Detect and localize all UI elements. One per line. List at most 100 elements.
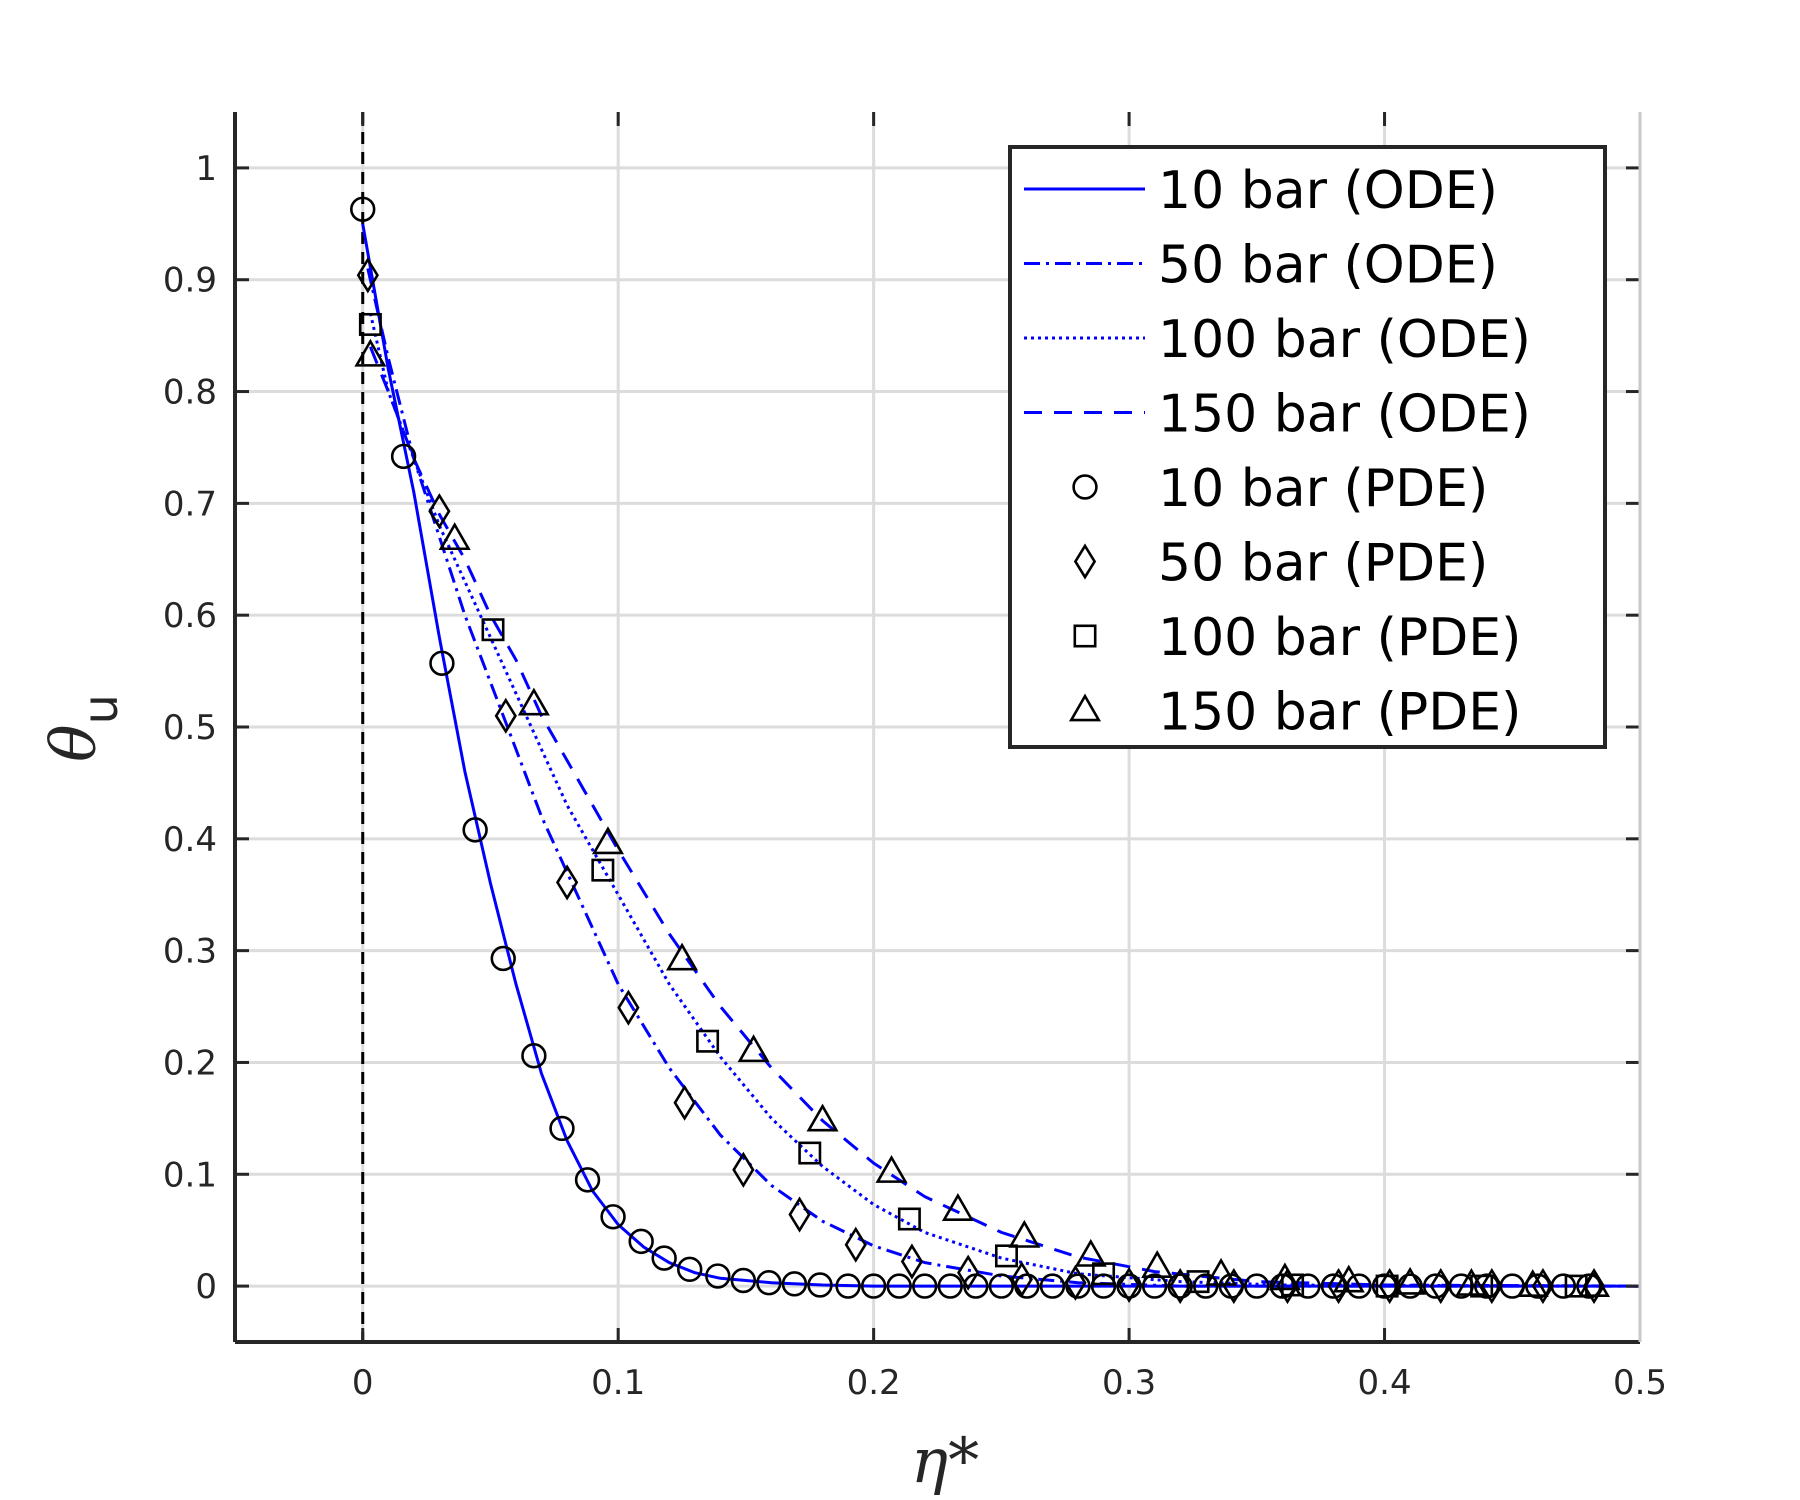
data-point-50-bar-pde xyxy=(1429,1268,1452,1305)
data-point-10-bar-pde xyxy=(1525,1273,1551,1299)
data-point-150-bar-pde xyxy=(1008,1219,1041,1248)
data-point-10-bar-pde xyxy=(1039,1273,1066,1299)
y-tick-label: 0.7 xyxy=(163,484,217,524)
data-point-10-bar-pde xyxy=(574,1167,601,1193)
legend-marker-10-bar-pde xyxy=(1072,474,1098,500)
legend-label-100-bar-pde: 100 bar (PDE) xyxy=(1158,608,1521,668)
data-point-50-bar-pde xyxy=(1327,1268,1350,1305)
data-point-50-bar-pde xyxy=(555,864,579,901)
legend-box xyxy=(1008,145,1607,749)
data-point-10-bar-pde xyxy=(860,1273,887,1299)
data-point-50-bar-pde xyxy=(1064,1264,1087,1301)
data-point-150-bar-pde xyxy=(941,1193,974,1221)
y-tick-label: 0.5 xyxy=(163,708,217,748)
data-point-50-bar-pde xyxy=(900,1243,924,1280)
data-point-10-bar-pde xyxy=(390,443,417,470)
series-line-100-bar-ode xyxy=(368,312,1641,1288)
x-tick-label: 0.3 xyxy=(1102,1363,1156,1403)
data-point-150-bar-pde xyxy=(438,522,471,551)
data-point-10-bar-pde xyxy=(988,1273,1015,1299)
data-point-10-bar-pde xyxy=(1193,1273,1219,1299)
x-tick-label: 0.4 xyxy=(1358,1363,1412,1403)
data-point-100-bar-pde xyxy=(696,1029,720,1053)
legend-marker-100-bar-pde xyxy=(1073,624,1097,648)
data-point-10-bar-pde xyxy=(1167,1273,1193,1299)
data-point-150-bar-pde xyxy=(1074,1238,1107,1267)
data-point-10-bar-pde xyxy=(1422,1273,1449,1299)
data-point-10-bar-pde xyxy=(886,1273,912,1299)
data-point-10-bar-pde xyxy=(1244,1273,1270,1299)
legend-label-100-bar-ode: 100 bar (ODE) xyxy=(1158,310,1531,370)
data-point-150-bar-pde xyxy=(1268,1262,1301,1291)
data-point-150-bar-pde xyxy=(517,687,550,716)
x-tick-label: 0.5 xyxy=(1613,1363,1667,1403)
series-markers-10-bar-pde xyxy=(350,196,1602,1299)
data-point-100-bar-pde xyxy=(358,312,382,336)
y-tick-label: 0.1 xyxy=(163,1155,217,1195)
svg-text:θu: θu xyxy=(37,694,129,762)
legend-label-10-bar-pde: 10 bar (PDE) xyxy=(1158,459,1488,519)
data-point-10-bar-pde xyxy=(651,1245,677,1271)
data-point-100-bar-pde xyxy=(1281,1273,1305,1297)
data-point-50-bar-pde xyxy=(844,1226,867,1263)
data-point-100-bar-pde xyxy=(798,1141,822,1165)
data-point-150-bar-pde xyxy=(737,1034,770,1063)
data-point-150-bar-pde xyxy=(806,1103,839,1132)
data-point-50-bar-pde xyxy=(1117,1266,1141,1304)
grid xyxy=(235,112,1642,1342)
x-tick-label: 0.2 xyxy=(847,1363,901,1403)
data-point-10-bar-pde xyxy=(781,1271,808,1297)
data-point-50-bar-pde xyxy=(673,1084,696,1121)
data-point-150-bar-pde xyxy=(1141,1250,1174,1278)
data-point-150-bar-pde xyxy=(1577,1269,1611,1297)
data-point-150-bar-pde xyxy=(1394,1266,1427,1295)
series-layer xyxy=(350,196,1641,1305)
data-point-100-bar-pde xyxy=(591,858,615,882)
data-point-10-bar-pde xyxy=(521,1043,547,1069)
data-point-50-bar-pde xyxy=(356,257,379,294)
data-point-150-bar-pde xyxy=(354,338,387,367)
legend-marker-150-bar-pde xyxy=(1068,693,1102,722)
axes xyxy=(233,112,1642,1344)
data-point-10-bar-pde xyxy=(1320,1273,1347,1299)
data-point-10-bar-pde xyxy=(350,196,376,222)
legend: 10 bar (ODE) 50 bar (ODE) 100 bar (ODE) 150… xyxy=(1008,145,1607,749)
data-point-10-bar-pde xyxy=(912,1273,938,1299)
y-axis-label-main: θ xyxy=(37,725,110,762)
data-point-150-bar-pde xyxy=(1455,1267,1488,1296)
data-point-100-bar-pde xyxy=(481,618,505,642)
data-point-100-bar-pde xyxy=(1470,1274,1494,1298)
data-point-10-bar-pde xyxy=(835,1273,861,1299)
data-point-100-bar-pde xyxy=(897,1207,921,1231)
data-point-50-bar-pde xyxy=(732,1151,755,1188)
data-point-10-bar-pde xyxy=(807,1272,833,1298)
data-point-10-bar-pde xyxy=(1576,1273,1602,1299)
data-point-10-bar-pde xyxy=(1141,1273,1168,1299)
data-point-10-bar-pde xyxy=(490,945,516,972)
data-point-150-bar-pde xyxy=(665,942,699,971)
legend-label-50-bar-ode: 50 bar (ODE) xyxy=(1158,236,1498,296)
x-axis-label: η* xyxy=(911,1424,979,1497)
data-point-10-bar-pde xyxy=(756,1270,782,1296)
data-point-10-bar-pde xyxy=(1116,1273,1142,1299)
data-point-10-bar-pde xyxy=(677,1256,703,1283)
tick-labels: 0 0.1 0.2 0.3 0.4 0.5 0 0.1 0.2 0.3 0.4 0.5 0.6 0.7 0.… xyxy=(163,149,1667,1403)
y-tick-label: 0 xyxy=(195,1267,217,1307)
series-markers-150-bar-pde xyxy=(354,338,1611,1297)
data-point-100-bar-pde xyxy=(994,1244,1018,1268)
data-point-10-bar-pde xyxy=(1090,1273,1117,1299)
legend-label-50-bar-pde: 50 bar (PDE) xyxy=(1158,534,1488,594)
x-tick-label: 0 xyxy=(352,1363,374,1403)
x-tick-label: 0.1 xyxy=(591,1363,645,1403)
y-axis-label-subscript: u xyxy=(73,694,129,724)
legend-label-10-bar-ode: 10 bar (ODE) xyxy=(1158,161,1498,221)
data-point-50-bar-pde xyxy=(494,697,517,734)
data-point-150-bar-pde xyxy=(1205,1257,1238,1286)
data-point-50-bar-pde xyxy=(788,1196,811,1233)
data-point-10-bar-pde xyxy=(462,817,488,843)
y-tick-label: 0.6 xyxy=(163,596,217,636)
data-point-10-bar-pde xyxy=(429,650,455,676)
legend-label-150-bar-pde: 150 bar (PDE) xyxy=(1158,683,1521,743)
y-tick-label: 0.8 xyxy=(163,373,217,413)
